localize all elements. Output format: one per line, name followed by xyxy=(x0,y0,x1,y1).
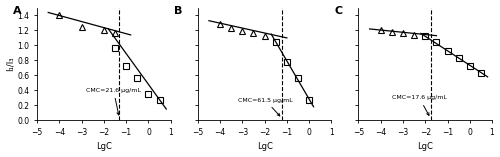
Text: CMC=61.5 μg/mL: CMC=61.5 μg/mL xyxy=(238,97,292,116)
Text: B: B xyxy=(174,6,182,16)
Text: CMC=21.6 μg/mL: CMC=21.6 μg/mL xyxy=(86,88,141,115)
Text: C: C xyxy=(334,6,342,16)
X-axis label: LgC: LgC xyxy=(256,142,272,152)
X-axis label: LgC: LgC xyxy=(418,142,433,152)
X-axis label: LgC: LgC xyxy=(96,142,112,152)
Text: CMC=17.6 μg/mL: CMC=17.6 μg/mL xyxy=(392,95,446,115)
Y-axis label: I₁/I₃: I₁/I₃ xyxy=(6,57,15,71)
Text: A: A xyxy=(13,6,22,16)
